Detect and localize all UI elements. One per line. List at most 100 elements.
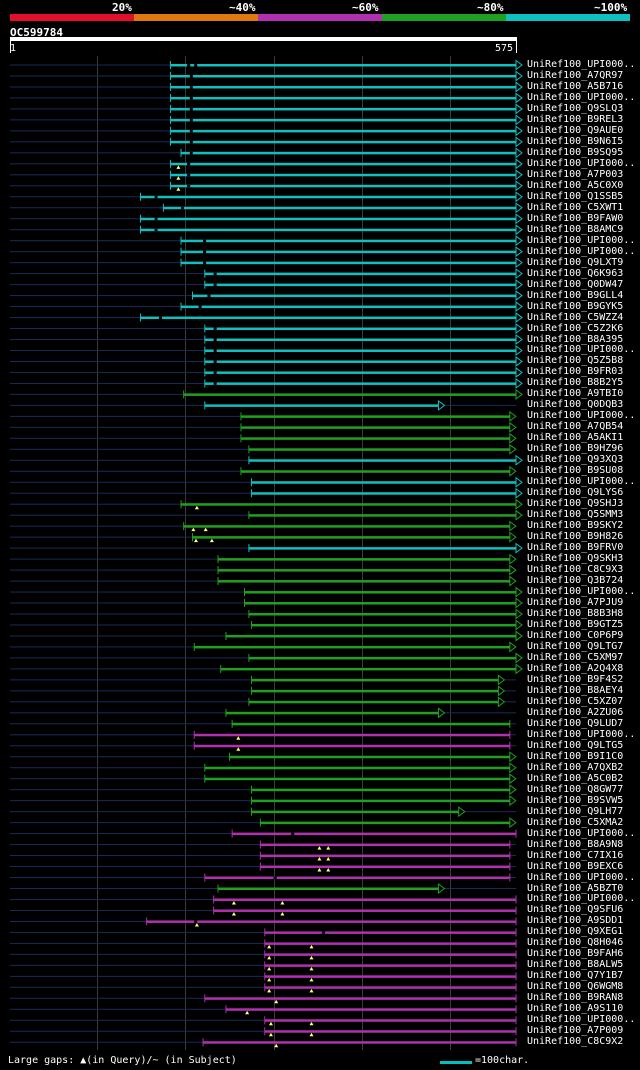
hit-label[interactable]: UniRef100_Q3B724 <box>527 575 624 587</box>
hit-label[interactable]: UniRef100_Q0DQB3 <box>527 399 624 411</box>
hit-label[interactable]: UniRef100_B9SVW5 <box>527 794 624 806</box>
hit-label[interactable]: UniRef100_B9SKY2 <box>527 520 624 532</box>
hit-label[interactable]: UniRef100_UPI000.. <box>527 245 636 257</box>
hit-label[interactable]: UniRef100_B8B3H8 <box>527 608 624 619</box>
hit-bar <box>204 997 516 1000</box>
hit-label[interactable]: UniRef100_A5B716 <box>527 80 624 92</box>
hit-label[interactable]: UniRef100_Q9LH77 <box>527 805 624 817</box>
hit-label[interactable]: UniRef100_A7P009 <box>527 1025 624 1037</box>
hit-label[interactable]: UniRef100_Q1SSB5 <box>527 190 624 202</box>
hit-label[interactable]: UniRef100_B9F4S2 <box>527 673 624 685</box>
hit-label[interactable]: UniRef100_C5XWT1 <box>527 201 624 213</box>
hit-label[interactable]: UniRef100_UPI000.. <box>527 91 636 103</box>
hit-label[interactable]: UniRef100_B9H826 <box>527 531 624 543</box>
hit-label[interactable]: UniRef100_B9GLL4 <box>527 289 624 301</box>
hit-label[interactable]: UniRef100_A2ZU06 <box>527 706 624 718</box>
hit-label[interactable]: UniRef100_B9GYK5 <box>527 300 624 312</box>
hit-label[interactable]: UniRef100_B9SQ95 <box>527 146 624 158</box>
hit-label[interactable]: UniRef100_UPI000.. <box>527 586 636 598</box>
hit-label[interactable]: UniRef100_UPI000.. <box>527 827 636 839</box>
hit-label[interactable]: UniRef100_C8C9X3 <box>527 564 624 576</box>
hit-label[interactable]: UniRef100_B9N6I5 <box>527 135 624 147</box>
hit-label[interactable]: UniRef100_B9HZ96 <box>527 443 624 455</box>
hit-label[interactable]: UniRef100_A9S110 <box>527 1003 624 1015</box>
hit-label[interactable]: UniRef100_UPI000.. <box>527 234 636 246</box>
hit-label[interactable]: UniRef100_UPI000.. <box>527 410 636 422</box>
hit-label[interactable]: UniRef100_C8C9X2 <box>527 1036 624 1048</box>
hit-label[interactable]: UniRef100_B8AEY4 <box>527 684 624 696</box>
hit-label[interactable]: UniRef100_B9GTZ5 <box>527 618 624 630</box>
hit-label[interactable]: UniRef100_A9TBI0 <box>527 388 624 400</box>
hit-label[interactable]: UniRef100_Q8H046 <box>527 937 624 949</box>
hit-label[interactable]: UniRef100_Q93XQ3 <box>527 454 624 466</box>
hit-label[interactable]: UniRef100_B9SU08 <box>527 465 624 477</box>
hit-label[interactable]: UniRef100_A7PJU9 <box>527 597 624 609</box>
hit-label[interactable]: UniRef100_UPI000.. <box>527 157 636 169</box>
hit-label[interactable]: UniRef100_UPI000.. <box>527 871 636 883</box>
hit-label[interactable]: UniRef100_Q9LYS6 <box>527 487 624 499</box>
hit-label[interactable]: UniRef100_Q5Z5B8 <box>527 355 624 367</box>
hit-label[interactable]: UniRef100_UPI000.. <box>527 893 636 905</box>
hit-end-arrow <box>509 553 517 565</box>
hit-label[interactable]: UniRef100_C5Z2K6 <box>527 322 624 334</box>
hit-label[interactable]: UniRef100_B8AMC9 <box>527 223 624 235</box>
hit-label[interactable]: UniRef100_Q9LTG7 <box>527 640 624 652</box>
hit-label[interactable]: UniRef100_A5C0X0 <box>527 179 624 191</box>
hit-label[interactable]: UniRef100_A2Q4X8 <box>527 662 624 674</box>
hit-label[interactable]: UniRef100_Q6K963 <box>527 267 624 279</box>
hit-label[interactable]: UniRef100_Q9AUE0 <box>527 124 624 136</box>
hit-label[interactable]: UniRef100_A7QB54 <box>527 421 624 433</box>
hit-label[interactable]: UniRef100_B9FR03 <box>527 366 624 378</box>
hit-label[interactable]: UniRef100_Q9SFU6 <box>527 904 624 916</box>
ruler-end-label: 575 <box>495 43 514 54</box>
hit-label[interactable]: UniRef100_B9EXC6 <box>527 860 624 872</box>
hit-bar <box>225 711 439 715</box>
hit-label[interactable]: UniRef100_B8A395 <box>527 333 624 345</box>
hit-label[interactable]: UniRef100_A5AKI1 <box>527 432 624 444</box>
hit-label[interactable]: UniRef100_Q6WGM8 <box>527 981 624 993</box>
subject-gap <box>273 876 277 880</box>
hit-label[interactable]: UniRef100_B8A9N8 <box>527 838 624 850</box>
hit-label[interactable]: UniRef100_C5WZZ4 <box>527 311 624 323</box>
hit-label[interactable]: UniRef100_A5BZT0 <box>527 882 624 894</box>
hit-label[interactable]: UniRef100_UPI000.. <box>527 728 636 740</box>
hit-label[interactable]: UniRef100_B9REL3 <box>527 113 624 125</box>
hit-label[interactable]: UniRef100_Q9LUD7 <box>527 717 624 729</box>
subject-gap <box>189 118 193 122</box>
hit-label[interactable]: UniRef100_C5XZ07 <box>527 695 624 707</box>
hit-label[interactable]: UniRef100_B9FAW0 <box>527 212 624 224</box>
hit-label[interactable]: UniRef100_UPI000.. <box>527 59 636 70</box>
hit-label[interactable]: UniRef100_B8B2Y5 <box>527 377 624 389</box>
hit-label[interactable]: UniRef100_Q7Y1B7 <box>527 970 624 982</box>
hit-label[interactable]: UniRef100_B9FRV0 <box>527 542 624 554</box>
hit-label[interactable]: UniRef100_B9RAN8 <box>527 992 624 1004</box>
hit-label[interactable]: UniRef100_A5C0B2 <box>527 772 624 784</box>
hit-label[interactable]: UniRef100_Q9XEG1 <box>527 926 624 938</box>
hit-label[interactable]: UniRef100_A7QR97 <box>527 69 624 81</box>
hit-label[interactable]: UniRef100_Q9SKH3 <box>527 553 624 565</box>
hit-label[interactable]: UniRef100_B9I1C0 <box>527 750 624 762</box>
hit-label[interactable]: UniRef100_B9FAH6 <box>527 948 624 960</box>
hit-label[interactable]: UniRef100_B8ALW5 <box>527 959 624 971</box>
hit-label[interactable]: UniRef100_Q9LTG5 <box>527 739 624 751</box>
hit-label[interactable]: UniRef100_Q0DW47 <box>527 278 624 290</box>
hit-label[interactable]: UniRef100_C5XM97 <box>527 651 624 663</box>
hit-bar <box>204 777 510 781</box>
hit-label[interactable]: UniRef100_C7IX16 <box>527 849 624 861</box>
hit-label[interactable]: UniRef100_Q9LXT9 <box>527 256 624 268</box>
hit-label[interactable]: UniRef100_UPI000.. <box>527 476 636 488</box>
hit-label[interactable]: UniRef100_Q9SLQ3 <box>527 102 624 114</box>
hit-label[interactable]: UniRef100_Q8GW77 <box>527 783 624 795</box>
query-gap-marker <box>309 977 314 982</box>
hit-label[interactable]: UniRef100_A7QXB2 <box>527 761 624 773</box>
hit-label[interactable]: UniRef100_UPI000.. <box>527 1014 636 1026</box>
hit-label[interactable]: UniRef100_C5XMA2 <box>527 816 624 828</box>
hit-label[interactable]: UniRef100_A7P003 <box>527 168 624 180</box>
hit-label[interactable]: UniRef100_UPI000.. <box>527 344 636 356</box>
hit-label[interactable]: UniRef100_Q5SMM3 <box>527 509 624 521</box>
hit-label[interactable]: UniRef100_C0P6P9 <box>527 629 624 641</box>
hit-label[interactable]: UniRef100_A9SDD1 <box>527 915 624 927</box>
query-gap-marker <box>194 505 199 510</box>
hit-label[interactable]: UniRef100_Q9SHJ3 <box>527 498 624 510</box>
hit-end-tick <box>515 895 517 904</box>
